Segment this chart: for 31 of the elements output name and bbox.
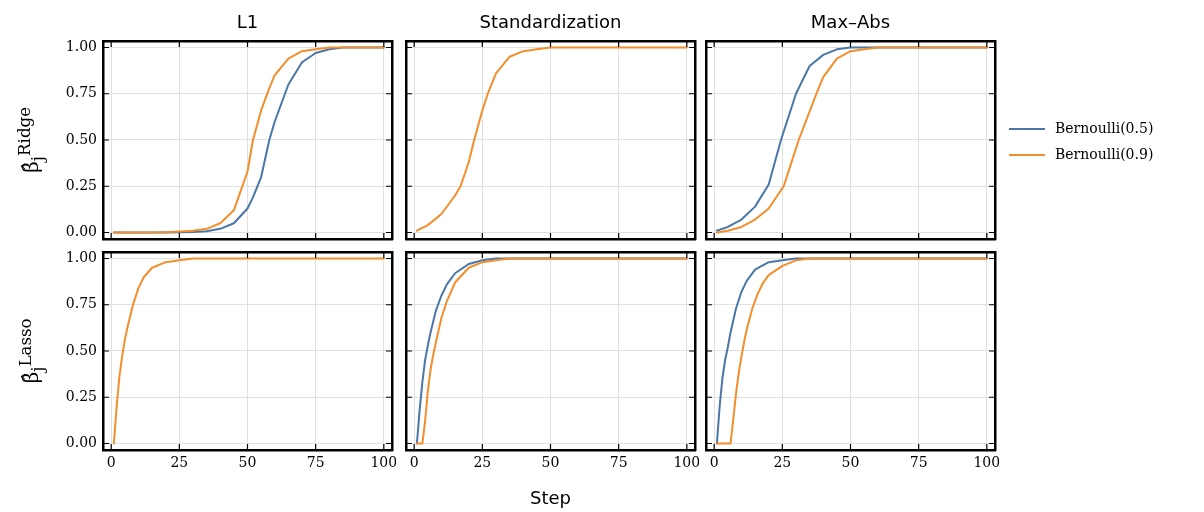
chart-title: Standardization: [479, 10, 622, 32]
legend-label: Bernoulli(0.5): [1055, 120, 1154, 136]
x-tick-label: 75: [306, 453, 325, 470]
x-axis-title: Step: [530, 486, 571, 508]
y-tick-label: 0.00: [65, 223, 97, 240]
x-tick-label: 50: [238, 453, 257, 470]
x-tick-label: 0: [409, 453, 419, 470]
y-tick-label: 0.75: [65, 84, 97, 101]
x-tick-label: 0: [709, 453, 719, 470]
x-tick-label: 100: [973, 453, 1001, 470]
legend-label: Bernoulli(0.9): [1055, 146, 1154, 162]
y-tick-label: 0.25: [65, 176, 97, 193]
x-tick-label: 25: [773, 453, 792, 470]
x-tick-label: 50: [541, 453, 560, 470]
x-tick-label: 100: [673, 453, 701, 470]
chart-title: L1: [236, 10, 259, 32]
y-tick-label: 1.00: [65, 38, 97, 55]
y-tick-label: 0.25: [65, 387, 97, 404]
x-tick-label: 75: [609, 453, 628, 470]
chart-title: Max–Abs: [810, 10, 891, 32]
x-tick-label: 25: [473, 453, 492, 470]
y-tick-label: 0.50: [65, 130, 97, 147]
y-tick-label: 0.75: [65, 295, 97, 312]
x-tick-label: 25: [170, 453, 189, 470]
y-tick-label: 1.00: [65, 249, 97, 266]
x-tick-label: 50: [841, 453, 860, 470]
y-tick-label: 0.00: [65, 434, 97, 451]
x-tick-label: 75: [909, 453, 928, 470]
x-tick-label: 0: [106, 453, 116, 470]
y-tick-label: 0.50: [65, 341, 97, 358]
x-tick-label: 100: [370, 453, 398, 470]
